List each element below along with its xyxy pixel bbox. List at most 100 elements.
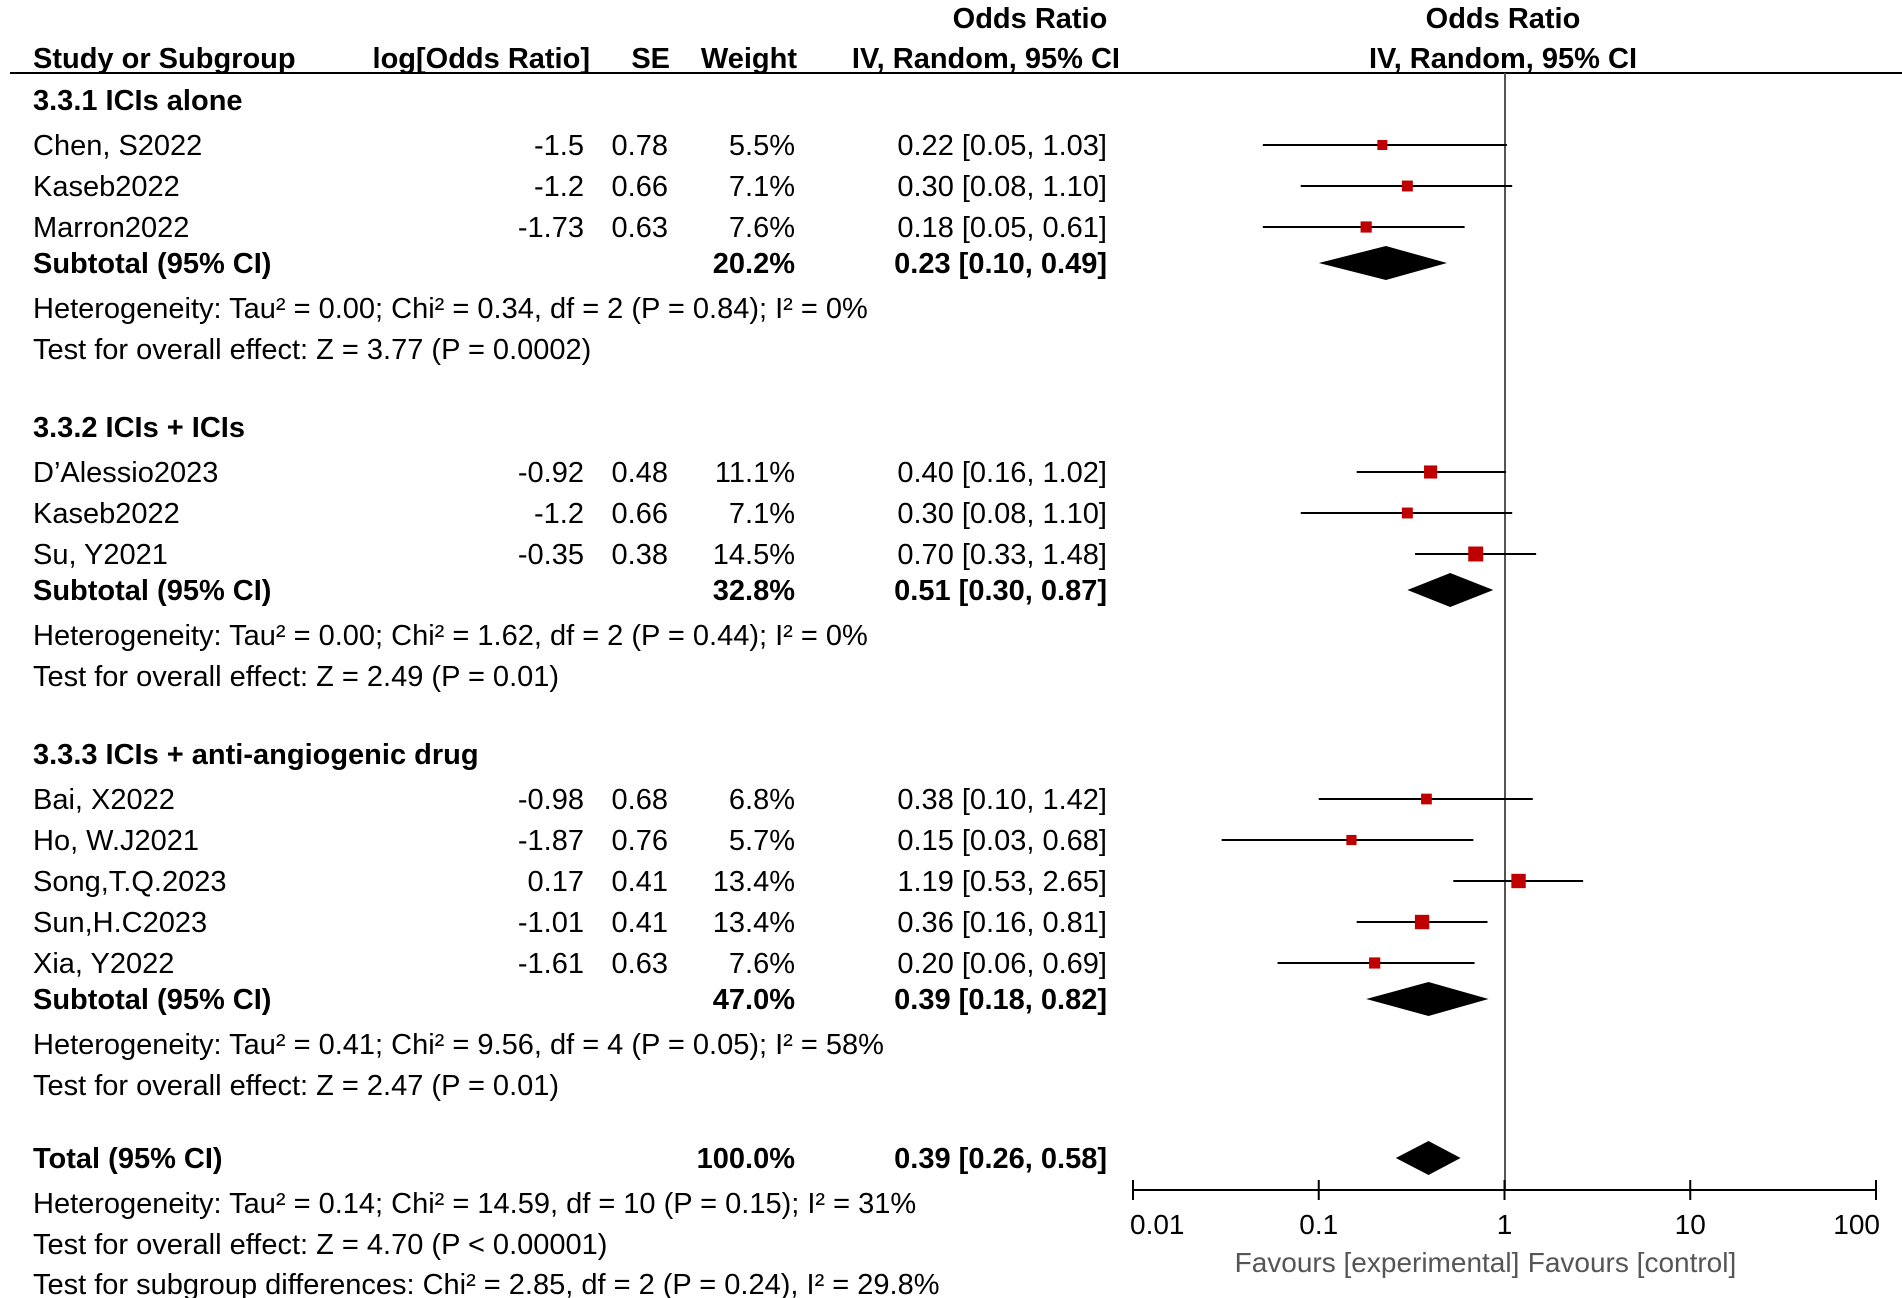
- subtotal-diamond: [1366, 982, 1489, 1016]
- subgroup-title: 3.3.1 ICIs alone: [33, 85, 243, 117]
- se-value: 0.78: [612, 130, 668, 162]
- weight-column-header: Weight: [701, 43, 797, 75]
- subtotal-weight: 20.2%: [713, 248, 795, 280]
- subtotal-label: Subtotal (95% CI): [33, 248, 271, 280]
- study-marker: [1360, 221, 1372, 233]
- or-ci-value: 0.22 [0.05, 1.03]: [897, 130, 1107, 162]
- se-value: 0.41: [612, 866, 668, 898]
- x-axis-tick-label: 1: [1497, 1209, 1513, 1240]
- heterogeneity-text: Heterogeneity: Tau² = 0.00; Chi² = 0.34,…: [33, 293, 868, 325]
- total-overall-effect-text: Test for overall effect: Z = 4.70 (P < 0…: [33, 1229, 607, 1261]
- or-ci-value: 0.36 [0.16, 0.81]: [897, 907, 1107, 939]
- weight-value: 5.5%: [729, 130, 795, 162]
- study-name: Kaseb2022: [33, 171, 180, 203]
- study-marker: [1369, 957, 1381, 969]
- total-or-ci: 0.39 [0.26, 0.58]: [894, 1143, 1107, 1175]
- weight-value: 5.7%: [729, 825, 795, 857]
- study-marker: [1401, 507, 1413, 519]
- heterogeneity-text: Heterogeneity: Tau² = 0.00; Chi² = 1.62,…: [33, 620, 868, 652]
- study-marker: [1346, 834, 1357, 846]
- weight-value: 11.1%: [715, 457, 795, 489]
- total-label: Total (95% CI): [33, 1143, 223, 1175]
- or-ci-value: 0.70 [0.33, 1.48]: [897, 539, 1107, 571]
- log-or-value: -1.87: [518, 825, 584, 857]
- subgroup-differences-text: Test for subgroup differences: Chi² = 2.…: [33, 1269, 940, 1298]
- or-ci-value: 0.18 [0.05, 0.61]: [897, 212, 1107, 244]
- log-or-value: -1.73: [518, 212, 584, 244]
- study-name: Marron2022: [33, 212, 189, 244]
- x-axis-tick-label: 10: [1675, 1209, 1706, 1240]
- subtotal-diamond: [1318, 246, 1447, 280]
- study-name: Bai, X2022: [33, 784, 175, 816]
- se-value: 0.48: [612, 457, 668, 489]
- overall-effect-text: Test for overall effect: Z = 3.77 (P = 0…: [33, 334, 591, 366]
- subgroup-title: 3.3.3 ICIs + anti-angiogenic drug: [33, 739, 479, 771]
- subtotal-or-ci: 0.39 [0.18, 0.82]: [894, 984, 1107, 1016]
- se-value: 0.38: [612, 539, 668, 571]
- weight-value: 7.1%: [729, 498, 795, 530]
- total-weight: 100.0%: [697, 1143, 796, 1175]
- subtotal-weight: 32.8%: [713, 575, 795, 607]
- favours-control-label: Favours [control]: [1528, 1247, 1737, 1278]
- study-marker: [1401, 180, 1413, 192]
- log-or-value: -0.98: [518, 784, 584, 816]
- log-or-value: 0.17: [528, 866, 584, 898]
- study-name: Kaseb2022: [33, 498, 180, 530]
- study-name: Su, Y2021: [33, 539, 168, 571]
- log-or-value: -1.5: [534, 130, 584, 162]
- study-marker: [1511, 873, 1526, 889]
- plot-method: IV, Random, 95% CI: [1369, 43, 1637, 75]
- or-ci-value: 0.30 [0.08, 1.10]: [897, 498, 1107, 530]
- subtotal-label: Subtotal (95% CI): [33, 575, 271, 607]
- study-name: Chen, S2022: [33, 130, 202, 162]
- x-axis-tick-label: 0.1: [1299, 1209, 1338, 1240]
- subgroup-title: 3.3.2 ICIs + ICIs: [33, 412, 245, 444]
- or-ci-value: 0.15 [0.03, 0.68]: [897, 825, 1107, 857]
- or-ci-value: 0.20 [0.06, 0.69]: [897, 948, 1107, 980]
- log-or-column-header: log[Odds Ratio]: [373, 43, 590, 75]
- or-ci-value: 0.30 [0.08, 1.10]: [897, 171, 1107, 203]
- total-heterogeneity-text: Heterogeneity: Tau² = 0.14; Chi² = 14.59…: [33, 1188, 916, 1220]
- log-or-value: -1.61: [518, 948, 584, 980]
- study-marker: [1468, 546, 1484, 562]
- subtotal-diamond: [1407, 573, 1494, 607]
- favours-experimental-label: Favours [experimental]: [1235, 1247, 1520, 1278]
- weight-value: 7.1%: [729, 171, 795, 203]
- se-column-header: SE: [631, 43, 670, 75]
- study-marker: [1377, 139, 1388, 151]
- weight-value: 14.5%: [713, 539, 795, 571]
- study-name: Xia, Y2022: [33, 948, 174, 980]
- table-rows: 3.3.1 ICIs alone Chen, S2022 -1.5 0.78 5.5% 0…: [33, 85, 1584, 1298]
- total-diamond: [1395, 1141, 1461, 1175]
- log-or-value: -1.2: [534, 498, 584, 530]
- or-ci-value: 1.19 [0.53, 2.65]: [897, 866, 1107, 898]
- se-value: 0.76: [612, 825, 668, 857]
- overall-effect-text: Test for overall effect: Z = 2.47 (P = 0…: [33, 1070, 559, 1102]
- study-marker: [1424, 465, 1438, 479]
- study-marker: [1414, 914, 1430, 930]
- heterogeneity-text: Heterogeneity: Tau² = 0.41; Chi² = 9.56,…: [33, 1029, 884, 1061]
- log-or-value: -1.01: [518, 907, 584, 939]
- or-column-method: IV, Random, 95% CI: [852, 43, 1120, 75]
- or-ci-value: 0.40 [0.16, 1.02]: [897, 457, 1107, 489]
- se-value: 0.66: [612, 498, 668, 530]
- log-or-value: -1.2: [534, 171, 584, 203]
- overall-effect-text: Test for overall effect: Z = 2.49 (P = 0…: [33, 661, 559, 693]
- se-value: 0.63: [612, 948, 668, 980]
- study-marker: [1421, 793, 1432, 805]
- weight-value: 7.6%: [729, 948, 795, 980]
- or-ci-value: 0.38 [0.10, 1.42]: [897, 784, 1107, 816]
- study-column-header: Study or Subgroup: [33, 43, 296, 75]
- subtotal-weight: 47.0%: [713, 984, 795, 1016]
- x-axis-tick-label: 0.01: [1130, 1209, 1185, 1240]
- weight-value: 7.6%: [729, 212, 795, 244]
- log-or-value: -0.92: [518, 457, 584, 489]
- se-value: 0.63: [612, 212, 668, 244]
- study-name: Sun,H.C2023: [33, 907, 207, 939]
- subtotal-or-ci: 0.23 [0.10, 0.49]: [894, 248, 1107, 280]
- study-name: Song,T.Q.2023: [33, 866, 226, 898]
- plot-title: Odds Ratio: [1426, 3, 1581, 35]
- weight-value: 13.4%: [713, 866, 795, 898]
- study-name: D’Alessio2023: [33, 457, 218, 489]
- or-column-title: Odds Ratio: [953, 3, 1108, 35]
